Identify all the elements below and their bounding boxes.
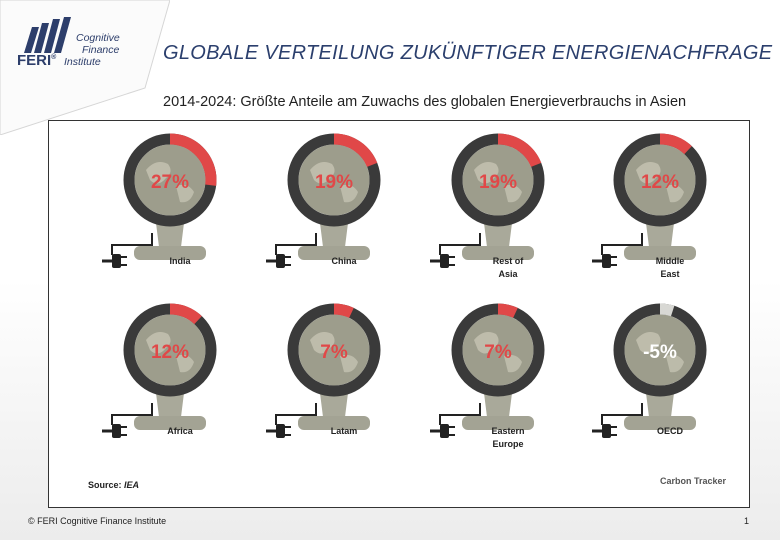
- category-label: East: [660, 269, 679, 279]
- power-cord: [275, 233, 317, 255]
- plug-icon: [112, 254, 121, 268]
- stand-neck: [484, 393, 512, 417]
- pie-slice: [497, 133, 542, 168]
- power-cord: [275, 403, 317, 425]
- continent-shape: [636, 162, 661, 184]
- pie-item-5: 7% Latam: [266, 303, 381, 438]
- continent-shape: [176, 354, 194, 373]
- power-cord: [111, 403, 153, 425]
- logo-card: FERI® Cognitive Finance Institute: [0, 0, 170, 135]
- stand-base: [134, 246, 206, 260]
- plug-icon: [602, 424, 611, 438]
- category-label: Europe: [492, 439, 523, 449]
- stand-neck: [646, 223, 674, 247]
- continent-shape: [504, 354, 522, 373]
- stand-base: [624, 416, 696, 430]
- category-label: China: [331, 256, 357, 266]
- data-label: 27%: [151, 172, 189, 193]
- stand-base: [462, 246, 534, 260]
- logo-line-3: Institute: [64, 56, 101, 68]
- continent-shape: [146, 332, 171, 354]
- plug-icon: [276, 424, 285, 438]
- pie-item-1: 19% China: [266, 133, 381, 268]
- stand-neck: [156, 223, 184, 247]
- stand-neck: [156, 393, 184, 417]
- pie-item-0: 27% India: [102, 133, 217, 268]
- category-label: Latam: [331, 426, 358, 436]
- category-label: India: [169, 256, 191, 266]
- continent-shape: [636, 332, 661, 354]
- source-note: Source: IEA: [88, 480, 140, 490]
- continent-shape: [474, 332, 499, 354]
- pie-slice: [333, 303, 354, 318]
- stand-neck: [320, 223, 348, 247]
- feri-logo-icon: [24, 17, 71, 53]
- continent-shape: [340, 354, 358, 373]
- pie-item-2: 19% Rest of Asia: [430, 133, 545, 279]
- logo-brand: FERI®: [17, 52, 57, 69]
- pie-item-7: -5% OECD: [592, 303, 707, 438]
- continent-shape: [310, 332, 335, 354]
- pie-item-6: 7% Eastern Europe: [430, 303, 545, 449]
- continent-shape: [474, 162, 499, 184]
- page-number: 1: [744, 516, 750, 526]
- continent-shape: [146, 162, 171, 184]
- pie-item-4: 12% Africa: [102, 303, 217, 438]
- category-label: Eastern: [491, 426, 524, 436]
- data-label: -5%: [643, 342, 677, 363]
- plug-icon: [440, 424, 449, 438]
- stand-neck: [320, 393, 348, 417]
- page-title: GLOBALE VERTEILUNG ZUKÜNFTIGER ENERGIENA…: [163, 42, 773, 64]
- continent-shape: [504, 184, 522, 203]
- pie-slice: [659, 133, 692, 155]
- pie-slice: [333, 133, 378, 168]
- page-subtitle: 2014-2024: Größte Anteile am Zuwachs des…: [163, 94, 687, 110]
- logo-line-1: Cognitive: [76, 32, 120, 44]
- stand-base: [298, 416, 370, 430]
- plug-icon: [112, 424, 121, 438]
- continent-shape: [310, 162, 335, 184]
- pie-item-3: 12% Middle East: [592, 133, 707, 279]
- data-label: 19%: [479, 172, 517, 193]
- continent-shape: [666, 184, 684, 203]
- power-cord: [439, 233, 481, 255]
- data-label: 12%: [641, 172, 679, 193]
- data-label: 12%: [151, 342, 189, 363]
- pie-slice: [659, 303, 675, 317]
- pie-slice: [497, 303, 518, 318]
- plug-icon: [440, 254, 449, 268]
- stand-neck: [646, 393, 674, 417]
- power-cord: [601, 403, 643, 425]
- continent-shape: [666, 354, 684, 373]
- plug-icon: [602, 254, 611, 268]
- stand-base: [298, 246, 370, 260]
- category-label: Africa: [167, 426, 194, 436]
- data-label: 19%: [315, 172, 353, 193]
- stand-base: [462, 416, 534, 430]
- stand-neck: [484, 223, 512, 247]
- pie-slice: [169, 303, 202, 325]
- category-label: Middle: [656, 256, 685, 266]
- stand-base: [134, 416, 206, 430]
- footer-copyright: © FERI Cognitive Finance Institute: [28, 516, 167, 526]
- pie-slice: [169, 133, 217, 186]
- stand-base: [624, 246, 696, 260]
- power-cord: [439, 403, 481, 425]
- power-cord: [601, 233, 643, 255]
- logo-line-2: Finance: [82, 44, 120, 56]
- data-label: 7%: [320, 342, 348, 363]
- plug-icon: [276, 254, 285, 268]
- power-cord: [111, 233, 153, 255]
- continent-shape: [340, 184, 358, 203]
- data-label: 7%: [484, 342, 512, 363]
- category-label: OECD: [657, 426, 684, 436]
- category-label: Rest of: [493, 256, 525, 266]
- carbon-tracker-logo: Carbon Tracker: [660, 476, 727, 486]
- continent-shape: [176, 184, 194, 203]
- category-label: Asia: [498, 269, 518, 279]
